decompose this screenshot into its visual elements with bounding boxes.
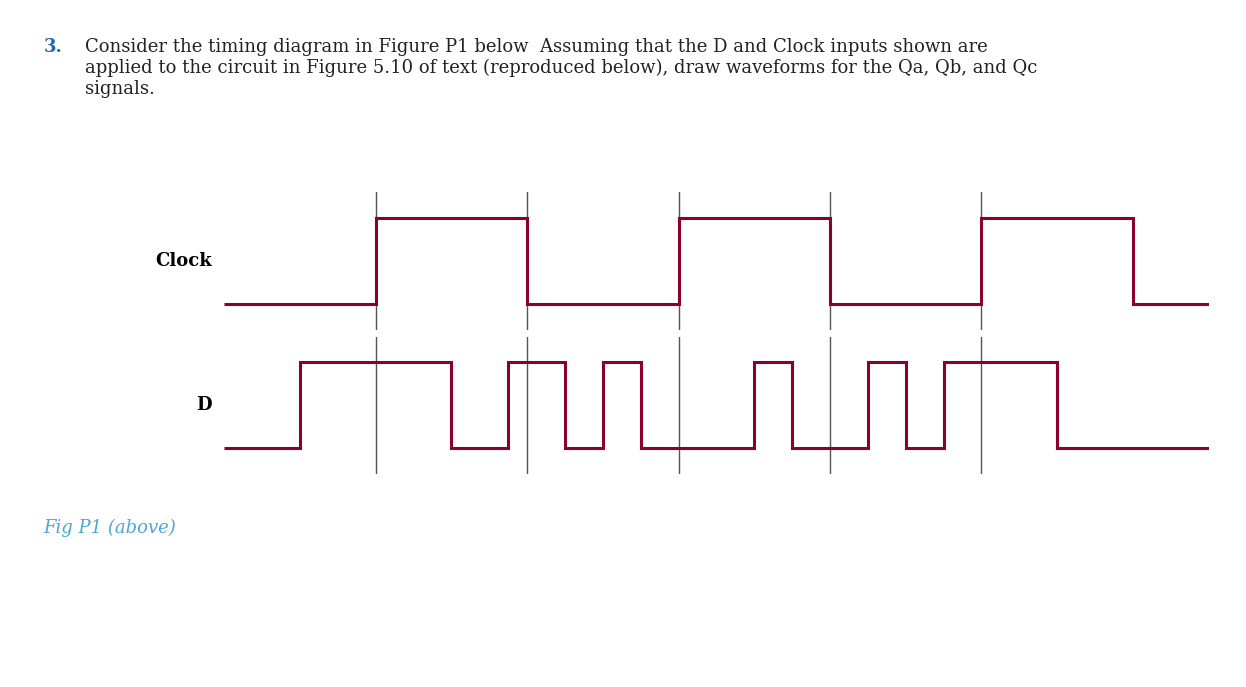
Text: Clock: Clock [155, 252, 212, 270]
Text: D: D [196, 396, 212, 414]
Text: Consider the timing diagram in Figure P1 below  Assuming that the D and Clock in: Consider the timing diagram in Figure P1… [85, 38, 1037, 98]
Text: Fig P1 (above): Fig P1 (above) [44, 519, 177, 537]
Text: 3.: 3. [44, 38, 62, 56]
